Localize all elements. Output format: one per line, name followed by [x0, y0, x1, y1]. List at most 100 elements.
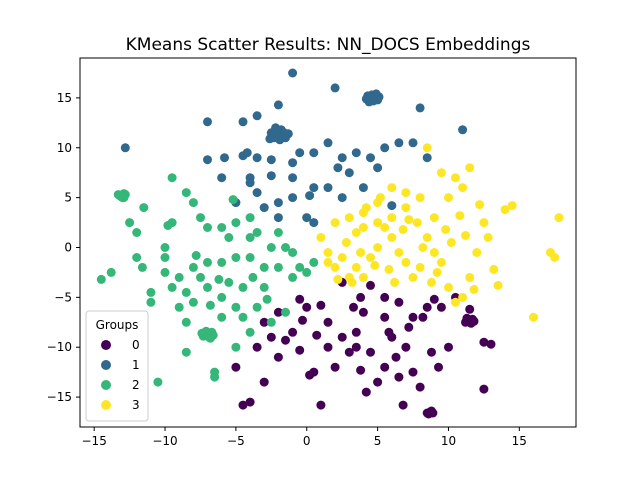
point-group-2-59 [160, 253, 170, 262]
point-group-1-36 [288, 158, 298, 168]
x-tick-label-5: 10 [441, 434, 456, 448]
point-group-2-84 [228, 195, 238, 205]
point-group-3-17 [408, 272, 418, 282]
point-group-2-50 [288, 272, 298, 282]
point-group-0-58 [344, 347, 354, 357]
plot-frame [79, 57, 577, 428]
point-group-1-53 [259, 203, 269, 213]
point-group-3-5 [500, 205, 510, 215]
point-group-3-55 [441, 225, 451, 234]
point-group-1-23 [330, 83, 340, 93]
point-group-0-32 [366, 347, 375, 357]
point-group-2-57 [188, 262, 198, 272]
point-group-2-78 [163, 221, 173, 230]
point-group-2-71 [238, 282, 248, 292]
legend-marker-0 [101, 340, 111, 350]
point-group-3-53 [398, 225, 408, 234]
point-group-3-61 [370, 260, 380, 270]
point-group-1-24 [415, 103, 425, 113]
point-group-0-41 [273, 352, 283, 362]
point-group-1-30 [120, 143, 130, 153]
point-group-1-54 [273, 198, 283, 208]
point-group-1-42 [366, 153, 375, 163]
point-group-0-15 [366, 280, 375, 290]
point-group-2-44 [252, 228, 262, 237]
point-group-2-67 [266, 317, 276, 327]
point-group-1-21 [271, 123, 281, 133]
point-group-1-63 [245, 178, 255, 188]
y-axis: −15 −10 −5 0 5 10 15 [47, 91, 80, 404]
point-group-3-30 [316, 233, 326, 242]
point-group-2-40 [196, 213, 205, 223]
point-group-3-59 [469, 284, 479, 294]
point-group-2-36 [139, 203, 149, 213]
legend: Groups 0 1 2 3 [85, 310, 149, 422]
point-group-0-49 [302, 302, 312, 312]
point-group-3-34 [387, 213, 397, 223]
point-group-2-22 [181, 287, 191, 297]
point-group-1-20 [278, 131, 288, 141]
point-group-2-27 [231, 302, 241, 312]
point-group-3-21 [380, 223, 390, 232]
points-layer [96, 68, 564, 419]
point-group-0-33 [351, 342, 361, 352]
point-group-1-58 [337, 193, 347, 203]
point-group-3-2 [550, 253, 560, 262]
point-group-0-61 [391, 352, 401, 362]
point-group-1-9 [371, 89, 381, 99]
point-group-2-76 [205, 300, 215, 310]
point-group-2-64 [203, 223, 212, 232]
x-tick-label-6: 15 [512, 434, 527, 448]
point-group-2-73 [309, 257, 319, 267]
x-tick-label-0: −15 [82, 434, 107, 448]
point-group-0-14 [356, 292, 366, 302]
point-group-0-54 [401, 342, 411, 352]
point-group-3-7 [479, 218, 489, 228]
point-group-2-60 [146, 297, 156, 307]
legend-marker-2 [101, 380, 111, 390]
point-group-2-46 [273, 228, 283, 237]
point-group-3-11 [451, 297, 460, 307]
point-group-1-65 [305, 191, 315, 201]
point-group-3-13 [436, 257, 446, 267]
y-tick-label-1: −10 [47, 340, 72, 354]
point-group-0-43 [252, 342, 262, 352]
y-tick-label-5: 10 [57, 141, 72, 155]
point-group-1-67 [373, 163, 383, 173]
point-group-3-64 [432, 267, 442, 277]
point-group-0-45 [238, 400, 248, 410]
point-group-1-22 [288, 68, 298, 78]
point-group-0-19 [418, 312, 428, 322]
point-group-3-16 [415, 262, 425, 272]
point-group-3-62 [347, 277, 357, 287]
point-group-3-28 [330, 262, 340, 272]
point-group-2-34 [153, 377, 163, 387]
point-group-3-38 [444, 193, 453, 203]
point-group-3-57 [483, 233, 493, 242]
point-group-0-51 [316, 300, 326, 310]
point-group-3-70 [475, 200, 485, 210]
y-tick-label-0: −15 [47, 390, 72, 404]
point-group-0-55 [398, 400, 408, 410]
point-group-2-20 [167, 282, 177, 292]
y-tick-label-3: 0 [64, 240, 72, 254]
point-group-3-32 [358, 223, 368, 232]
point-group-2-14 [205, 333, 215, 343]
point-group-2-19 [160, 267, 170, 277]
point-group-3-27 [337, 253, 347, 262]
point-group-2-54 [231, 253, 241, 262]
point-group-1-59 [344, 168, 354, 178]
point-group-3-54 [412, 218, 422, 228]
point-group-2-16 [106, 267, 116, 277]
point-group-3-18 [401, 257, 411, 267]
point-group-0-63 [298, 315, 307, 325]
point-group-3-73 [361, 203, 371, 213]
point-group-3-60 [427, 277, 436, 287]
point-group-2-47 [281, 243, 290, 252]
point-group-3-72 [333, 274, 343, 284]
point-group-3-15 [422, 233, 432, 242]
point-group-2-52 [259, 262, 269, 272]
point-group-3-68 [418, 243, 428, 252]
point-group-3-6 [493, 280, 503, 290]
